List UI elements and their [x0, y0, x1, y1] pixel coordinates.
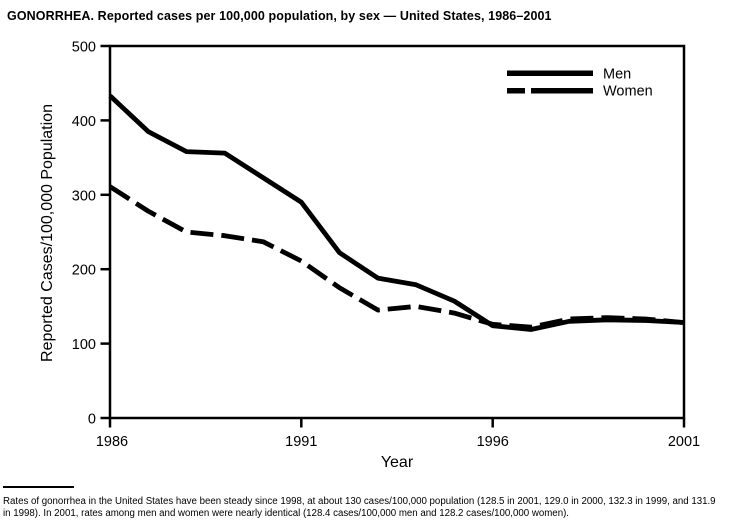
y-axis-ticks — [100, 44, 110, 420]
plot-svg: 500 400 300 200 100 0 1986 1991 1996 200… — [39, 40, 700, 472]
legend: Men Women — [507, 66, 653, 100]
legend-label-men: Men — [603, 66, 631, 82]
x-axis-title: Year — [381, 454, 414, 471]
series-line-men — [108, 94, 685, 332]
chart-title: GONORRHEA. Reported cases per 100,000 po… — [7, 9, 552, 23]
footnote-line2: in 1998). In 2001, rates among men and w… — [3, 507, 569, 519]
y-tick-label: 200 — [72, 263, 96, 279]
y-axis-labels: 500 400 300 200 100 0 — [72, 40, 96, 428]
y-tick-label: 100 — [72, 337, 96, 353]
x-axis-labels: 1986 1991 1996 2001 — [96, 434, 700, 450]
x-tick-label: 2001 — [668, 434, 700, 450]
y-tick-label: 0 — [88, 412, 96, 428]
x-tick-label: 1991 — [285, 434, 317, 450]
series-lines — [108, 94, 685, 332]
legend-label-women: Women — [603, 84, 653, 100]
y-axis-title: Reported Cases/100,000 Population — [39, 104, 56, 362]
y-tick-label: 300 — [72, 188, 96, 204]
plot-border — [108, 44, 686, 420]
series-line-women — [108, 184, 685, 330]
x-axis-ticks — [108, 418, 686, 428]
x-tick-label: 1996 — [477, 434, 509, 450]
y-tick-label: 500 — [72, 40, 96, 56]
x-tick-label: 1986 — [96, 434, 128, 450]
footnote-rule — [3, 486, 74, 488]
y-tick-label: 400 — [72, 114, 96, 130]
footnote-line1: Rates of gonorrhea in the United States … — [3, 496, 716, 507]
footnote: Rates of gonorrhea in the United States … — [3, 486, 743, 519]
